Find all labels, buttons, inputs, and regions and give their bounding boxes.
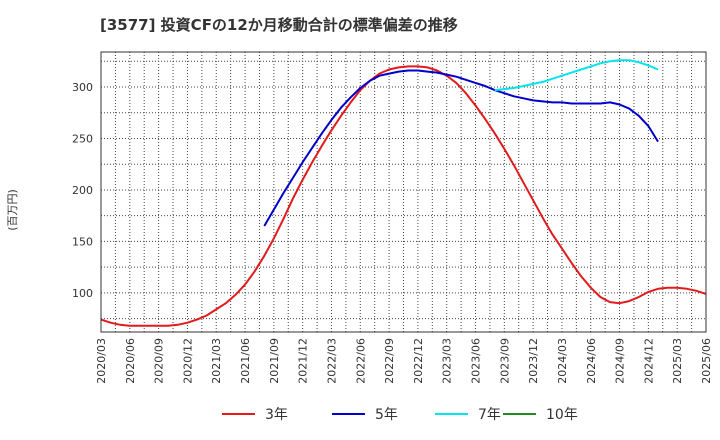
legend-label: 7年 bbox=[478, 407, 501, 423]
y-tick-label: 150 bbox=[72, 235, 93, 248]
series-line bbox=[494, 59, 659, 92]
x-tick-label: 2023/06 bbox=[470, 338, 483, 384]
x-tick-label: 2020/09 bbox=[153, 338, 166, 384]
x-tick-label: 2022/06 bbox=[354, 338, 367, 384]
x-tick-label: 2021/12 bbox=[297, 338, 310, 384]
y-axis-label: (百万円) bbox=[6, 189, 19, 231]
x-tick-label: 2021/06 bbox=[239, 338, 252, 384]
x-tick-label: 2024/03 bbox=[556, 338, 569, 384]
grid bbox=[100, 52, 707, 332]
legend-label: 10年 bbox=[546, 407, 578, 423]
legend-label: 5年 bbox=[375, 407, 398, 423]
y-tick-label: 250 bbox=[72, 132, 93, 145]
plot-frame bbox=[100, 51, 707, 333]
y-tick-labels: 100 150 200 250 300 bbox=[72, 81, 93, 300]
x-tick-labels: 2020/03 2020/06 2020/09 2020/12 2021/03 2021/… bbox=[95, 338, 713, 384]
x-tick-label: 2025/06 bbox=[700, 338, 713, 384]
x-tick-label: 2024/09 bbox=[614, 338, 627, 384]
series-lines bbox=[100, 59, 707, 327]
y-tick-label: 300 bbox=[72, 81, 93, 94]
x-tick-label: 2023/09 bbox=[498, 338, 511, 384]
x-tick-label: 2020/06 bbox=[124, 338, 137, 384]
x-tick-label: 2025/03 bbox=[671, 338, 684, 384]
x-tick-label: 2023/12 bbox=[527, 338, 540, 384]
x-tick-label: 2022/12 bbox=[412, 338, 425, 384]
y-tick-label: 100 bbox=[72, 287, 93, 300]
x-tick-label: 2021/09 bbox=[268, 338, 281, 384]
chart-title: [3577] 投資CFの12か月移動合計の標準偏差の推移 bbox=[100, 16, 458, 34]
x-tick-label: 2024/06 bbox=[585, 338, 598, 384]
x-tick-label: 2023/03 bbox=[441, 338, 454, 384]
x-tick-label: 2020/12 bbox=[181, 338, 194, 384]
x-tick-label: 2022/03 bbox=[325, 338, 338, 384]
legend-label: 3年 bbox=[265, 407, 288, 423]
x-tick-label: 2020/03 bbox=[95, 338, 108, 384]
x-tick-label: 2024/12 bbox=[642, 338, 655, 384]
x-tick-label: 2022/09 bbox=[383, 338, 396, 384]
x-tick-label: 2021/03 bbox=[210, 338, 223, 384]
series-line bbox=[100, 65, 707, 327]
y-tick-label: 200 bbox=[72, 184, 93, 197]
series-line bbox=[263, 69, 659, 227]
legend: 3年 5年 7年 10年 bbox=[222, 407, 578, 423]
